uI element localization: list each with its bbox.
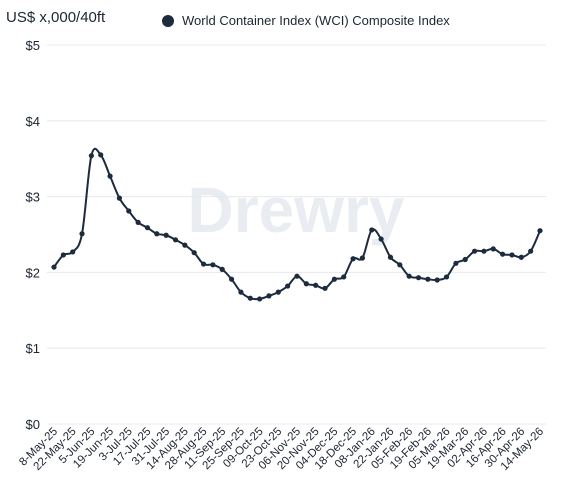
legend-marker [162, 15, 174, 27]
data-point [266, 293, 272, 299]
legend: World Container Index (WCI) Composite In… [162, 13, 450, 28]
data-point [509, 252, 515, 258]
data-point [294, 273, 300, 279]
data-point [434, 277, 440, 283]
data-point [303, 281, 309, 287]
data-point [341, 274, 347, 280]
data-point [518, 254, 524, 260]
data-point [471, 248, 478, 254]
y-tick-label: $3 [26, 190, 40, 205]
data-point [257, 296, 263, 302]
data-point [490, 246, 496, 252]
data-point [116, 195, 123, 201]
data-point [425, 276, 431, 282]
y-tick-label: $0 [26, 417, 40, 432]
data-point [453, 260, 459, 266]
data-point [182, 242, 188, 248]
data-point [369, 227, 375, 233]
data-point [79, 231, 85, 237]
y-tick-label: $1 [26, 341, 40, 356]
data-point [331, 276, 337, 282]
data-point [107, 173, 113, 179]
data-point [387, 254, 394, 260]
data-point [172, 237, 179, 243]
data-point [247, 295, 253, 301]
data-point [126, 208, 132, 214]
data-point [443, 274, 450, 280]
data-point [500, 251, 506, 257]
data-point [528, 248, 534, 254]
y-tick-label: $2 [26, 265, 40, 280]
data-point [238, 289, 244, 295]
watermark: Drewry [188, 174, 405, 246]
data-point [350, 256, 356, 262]
data-point [163, 232, 169, 238]
legend-label: World Container Index (WCI) Composite In… [182, 13, 450, 28]
data-point [228, 276, 235, 282]
y-tick-label: $4 [26, 114, 40, 129]
data-point [210, 262, 216, 268]
data-point [537, 228, 543, 234]
data-point [70, 249, 76, 255]
data-point [359, 255, 366, 261]
data-point [51, 264, 57, 270]
data-point [406, 273, 412, 279]
data-point [285, 283, 291, 289]
data-point [462, 256, 468, 263]
data-point [313, 282, 319, 288]
data-point [98, 152, 104, 158]
data-point [378, 236, 384, 242]
data-point [415, 275, 422, 281]
data-point [275, 289, 281, 295]
data-point [200, 261, 207, 267]
data-point [154, 231, 160, 237]
data-point [60, 252, 66, 258]
data-point [135, 219, 141, 225]
data-point [88, 153, 94, 159]
y-axis-label: US$ x,000/40ft [6, 9, 106, 26]
data-point [322, 285, 328, 291]
data-point [144, 225, 151, 231]
data-point [191, 250, 197, 256]
data-point [397, 262, 403, 268]
data-point [481, 248, 487, 254]
data-point [219, 266, 225, 272]
y-tick-label: $5 [26, 38, 40, 53]
